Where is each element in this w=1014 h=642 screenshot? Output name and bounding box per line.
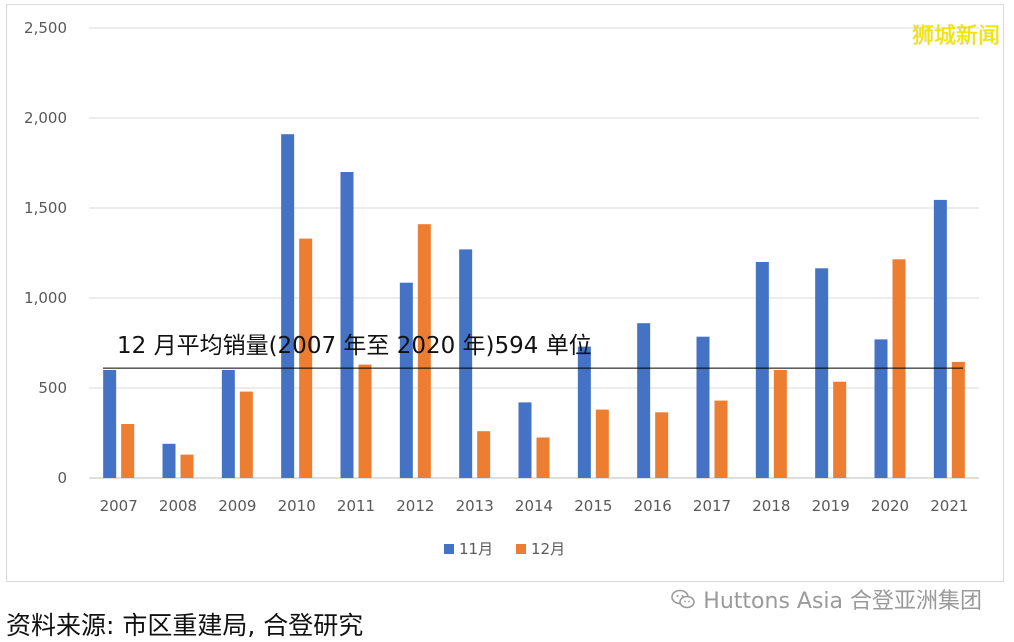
x-axis-ticks: 2007 2008 2009 2010 2011 2012 2013 2014 2015 2016… — [100, 497, 969, 515]
bar-nov-2008 — [162, 443, 176, 478]
bar-dec-2007 — [121, 424, 135, 478]
x-tick-label: 2012 — [396, 497, 434, 515]
bar-nov-2019 — [815, 268, 829, 478]
bar-nov-2017 — [696, 336, 710, 478]
legend-label: 12月 — [531, 540, 565, 558]
x-tick-label: 2008 — [159, 497, 197, 515]
x-tick-label: 2017 — [693, 497, 731, 515]
bar-nov-2012 — [399, 282, 413, 478]
bar-dec-2013 — [477, 431, 491, 478]
legend-swatch — [444, 544, 454, 554]
bar-nov-2014 — [518, 402, 532, 478]
bar-nov-2018 — [755, 262, 769, 478]
bar-nov-2009 — [221, 370, 235, 478]
y-tick-label: 2,000 — [24, 109, 67, 127]
bar-chart: 0 500 1,000 1,500 2,000 2,500 2007 2008 2009 201… — [24, 19, 979, 558]
y-tick-label: 0 — [57, 469, 67, 487]
x-tick-label: 2019 — [812, 497, 850, 515]
bar-dec-2010 — [299, 238, 313, 478]
brand-logo: Huttons Asia 合登亚洲集团 — [671, 583, 982, 615]
average-reference-label: 12 月平均销量(2007 年至 2020 年)594 单位 — [117, 333, 592, 359]
x-tick-label: 2009 — [218, 497, 256, 515]
x-tick-label: 2020 — [871, 497, 909, 515]
legend: 11月 12月 — [444, 540, 565, 558]
bar-dec-2017 — [714, 400, 728, 478]
bar-nov-2011 — [340, 172, 354, 478]
bar-dec-2009 — [239, 391, 253, 478]
bar-dec-2012 — [417, 224, 431, 478]
bar-dec-2019 — [833, 381, 847, 478]
bar-dec-2011 — [358, 364, 372, 478]
bar-dec-2018 — [773, 370, 787, 478]
y-tick-label: 2,500 — [24, 19, 67, 37]
bar-nov-2013 — [459, 249, 473, 478]
wechat-icon — [671, 589, 696, 609]
x-tick-label: 2016 — [634, 497, 672, 515]
x-tick-label: 2013 — [456, 497, 494, 515]
source-note: 资料来源: 市区重建局, 合登研究 — [6, 611, 364, 640]
bar-dec-2015 — [595, 409, 609, 478]
chart-frame: 0 500 1,000 1,500 2,000 2,500 2007 2008 2009 201… — [6, 4, 1004, 582]
brand-name: Huttons Asia 合登亚洲集团 — [703, 589, 982, 614]
watermark-text: 狮城新闻 — [911, 24, 1000, 49]
x-tick-label: 2010 — [278, 497, 316, 515]
y-axis-ticks: 0 500 1,000 1,500 2,000 2,500 — [24, 19, 67, 487]
bar-nov-2007 — [103, 370, 117, 478]
x-tick-label: 2015 — [574, 497, 612, 515]
bars — [103, 134, 965, 478]
x-tick-label: 2021 — [930, 497, 968, 515]
y-tick-label: 1,500 — [24, 199, 67, 217]
y-tick-label: 500 — [38, 379, 67, 397]
x-tick-label: 2007 — [100, 497, 138, 515]
bar-dec-2020 — [892, 259, 906, 478]
bar-nov-2020 — [874, 339, 888, 478]
legend-label: 11月 — [459, 540, 493, 558]
bar-dec-2021 — [951, 361, 965, 478]
y-tick-label: 1,000 — [24, 289, 67, 307]
legend-swatch — [516, 544, 526, 554]
x-tick-label: 2014 — [515, 497, 553, 515]
bar-nov-2016 — [637, 323, 651, 478]
bar-nov-2015 — [577, 346, 591, 478]
x-tick-label: 2018 — [752, 497, 790, 515]
bar-nov-2010 — [281, 134, 295, 478]
x-tick-label: 2011 — [337, 497, 375, 515]
bar-dec-2016 — [655, 412, 669, 478]
bar-nov-2021 — [933, 199, 947, 478]
bar-dec-2014 — [536, 437, 550, 478]
gridlines — [89, 27, 979, 479]
bar-dec-2008 — [180, 454, 194, 478]
